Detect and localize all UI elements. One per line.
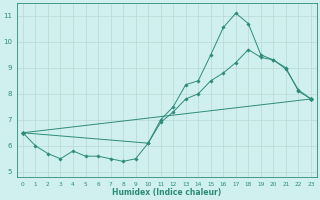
X-axis label: Humidex (Indice chaleur): Humidex (Indice chaleur) xyxy=(112,188,221,197)
